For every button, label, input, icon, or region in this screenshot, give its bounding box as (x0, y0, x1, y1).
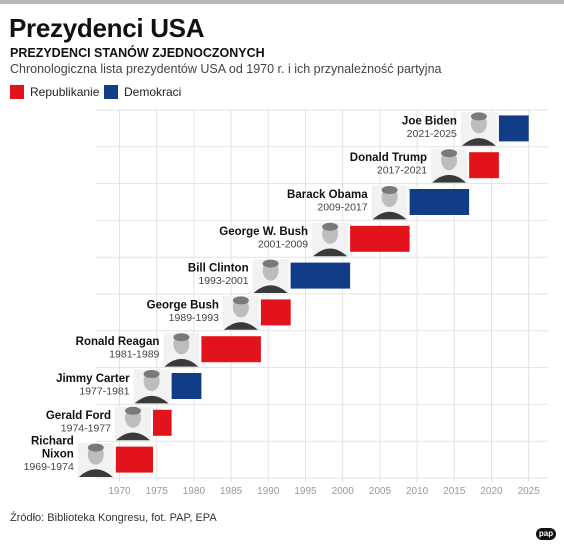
portrait-hair (143, 370, 160, 378)
bar-gerald-ford (153, 409, 172, 436)
term-joe-biden: 2021-2025 (407, 128, 457, 140)
portrait-hair (232, 296, 249, 305)
portrait-bill-clinton (252, 259, 289, 293)
bar-barack-obama (409, 189, 470, 215)
term-donald-trump: 2017-2021 (377, 165, 427, 177)
term-barack-obama: 2009-2017 (317, 202, 367, 214)
president-name-barack-obama: Barack Obama (287, 189, 368, 201)
portrait-barack-obama (371, 185, 408, 220)
top-rule (0, 0, 564, 4)
portrait-shoulders (253, 285, 288, 293)
x-tick-label-2010: 2010 (406, 486, 429, 497)
x-tick-label-1970: 1970 (108, 486, 131, 497)
portrait-ronald-reagan (163, 332, 200, 367)
president-name-gerald-ford: Gerald Ford (46, 410, 111, 422)
portrait-shoulders (78, 469, 113, 477)
portrait-hair (322, 222, 339, 231)
portrait-gerald-ford (115, 406, 151, 441)
president-name-joe-biden: Joe Biden (402, 115, 457, 127)
legend-item-democrat: Demokraci (104, 85, 181, 99)
portrait-hair (173, 333, 190, 342)
x-tick-label-2015: 2015 (443, 486, 466, 497)
term-bill-clinton: 1993-2001 (198, 275, 248, 287)
term-gerald-ford: 1974-1977 (61, 422, 111, 434)
x-tick-label-1995: 1995 (294, 486, 317, 497)
term-george-w-bush: 2001-2009 (258, 238, 308, 250)
source-note: Źródło: Biblioteka Kongresu, fot. PAP, E… (10, 512, 217, 524)
portrait-hair (470, 112, 487, 121)
bar-joe-biden (498, 115, 529, 142)
portrait-hair (441, 149, 458, 158)
term-richard-nixon: 1969-1974 (24, 461, 74, 473)
bar-bill-clinton (290, 262, 351, 289)
x-tick-label-1975: 1975 (146, 486, 169, 497)
bar-jimmy-carter (171, 373, 202, 399)
term-ronald-reagan: 1981-1989 (109, 349, 159, 361)
president-name-ronald-reagan: Ronald Reagan (76, 336, 160, 348)
legend-label-republican: Republikanie (30, 85, 100, 99)
page-title: Prezydenci USA (9, 13, 205, 43)
portrait-hair (262, 259, 279, 268)
portrait-shoulders (115, 432, 150, 441)
chart-description: Chronologiczna lista prezydentów USA od … (10, 62, 442, 76)
portrait-shoulders (372, 211, 407, 220)
portrait-donald-trump (431, 148, 468, 183)
legend-swatch-democrat (104, 85, 118, 99)
legend-swatch-republican (10, 85, 24, 99)
portrait-shoulders (432, 174, 467, 183)
portrait-george-w-bush (312, 222, 349, 257)
portrait-shoulders (461, 138, 496, 146)
x-tick-label-1985: 1985 (220, 486, 243, 497)
x-tick-label-2000: 2000 (332, 486, 355, 497)
term-jimmy-carter: 1977-1981 (79, 386, 129, 398)
portrait-joe-biden (460, 112, 497, 146)
portrait-shoulders (164, 358, 199, 367)
bar-donald-trump (469, 152, 499, 179)
president-name-jimmy-carter: Jimmy Carter (56, 373, 130, 385)
portrait-shoulders (223, 322, 258, 330)
bar-george-bush (260, 299, 291, 326)
x-tick-label-1980: 1980 (183, 486, 206, 497)
bar-george-w-bush (350, 225, 410, 252)
chart-subtitle: PREZYDENCI STANÓW ZJEDNOCZONYCH (10, 46, 265, 60)
portrait-hair (125, 406, 141, 415)
portrait-shoulders (134, 395, 169, 404)
legend-item-republican: Republikanie (10, 85, 99, 99)
x-tick-label-1990: 1990 (257, 486, 280, 497)
portrait-richard-nixon (77, 443, 114, 477)
president-name-george-w-bush: George W. Bush (219, 226, 308, 238)
president-name-richard-nixon-line1: Richard (31, 436, 74, 448)
x-tick-label-2005: 2005 (369, 486, 392, 497)
president-name-richard-nixon-line2: Nixon (42, 449, 74, 461)
bar-ronald-reagan (201, 336, 261, 363)
portrait-hair (87, 443, 104, 452)
pap-logo: pap (536, 528, 556, 540)
portrait-shoulders (313, 248, 348, 257)
x-tick-label-2020: 2020 (480, 486, 503, 497)
bar-richard-nixon (115, 446, 153, 473)
portrait-george-bush (222, 296, 259, 330)
portrait-hair (381, 186, 398, 194)
president-name-donald-trump: Donald Trump (350, 152, 427, 164)
x-tick-label-2025: 2025 (518, 486, 541, 497)
term-george-bush: 1989-1993 (169, 312, 219, 324)
portrait-jimmy-carter (133, 369, 170, 404)
president-name-george-bush: George Bush (147, 299, 219, 311)
legend-label-democrat: Demokraci (124, 85, 182, 99)
president-name-bill-clinton: Bill Clinton (188, 263, 249, 275)
